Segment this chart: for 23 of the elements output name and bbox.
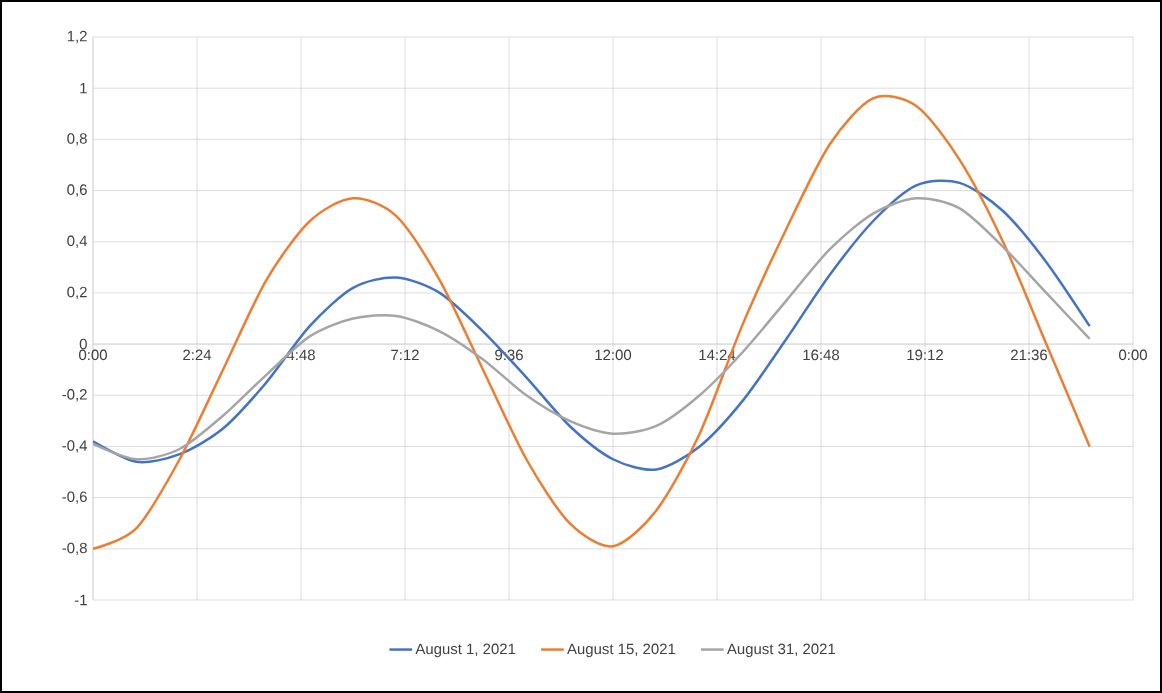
x-tick-label: 2:24 [183,349,212,361]
y-tick-label: -0,2 [62,389,87,402]
y-tick-label: 0,4 [67,235,88,248]
legend-label: August 15, 2021 [567,643,676,658]
y-tick-label: 0,6 [67,184,87,197]
y-tick-label: 0 [79,338,87,350]
x-tick-label: 16:48 [803,349,840,361]
y-tick-label: -0,8 [62,542,87,555]
legend-label: August 1, 2021 [415,643,516,658]
y-tick-label: 1,2 [67,30,87,44]
y-tick-label: 1 [80,83,87,94]
y-tick-label: -0,4 [62,440,88,453]
x-tick-label: 12:00 [595,349,632,361]
y-tick-label: -0,6 [62,491,87,504]
x-tick-label: 0:00 [1119,349,1147,361]
x-tick-label: 19:12 [907,349,943,361]
y-tick-label: 0,2 [67,286,87,300]
x-tick-label: 21:36 [1011,349,1048,361]
y-tick-label: -1 [74,594,87,606]
x-tick-label: 0:00 [79,349,107,361]
legend-label: August 31, 2021 [726,643,836,658]
x-tick-label: 7:12 [391,349,419,361]
y-tick-label: 0,8 [67,133,87,146]
